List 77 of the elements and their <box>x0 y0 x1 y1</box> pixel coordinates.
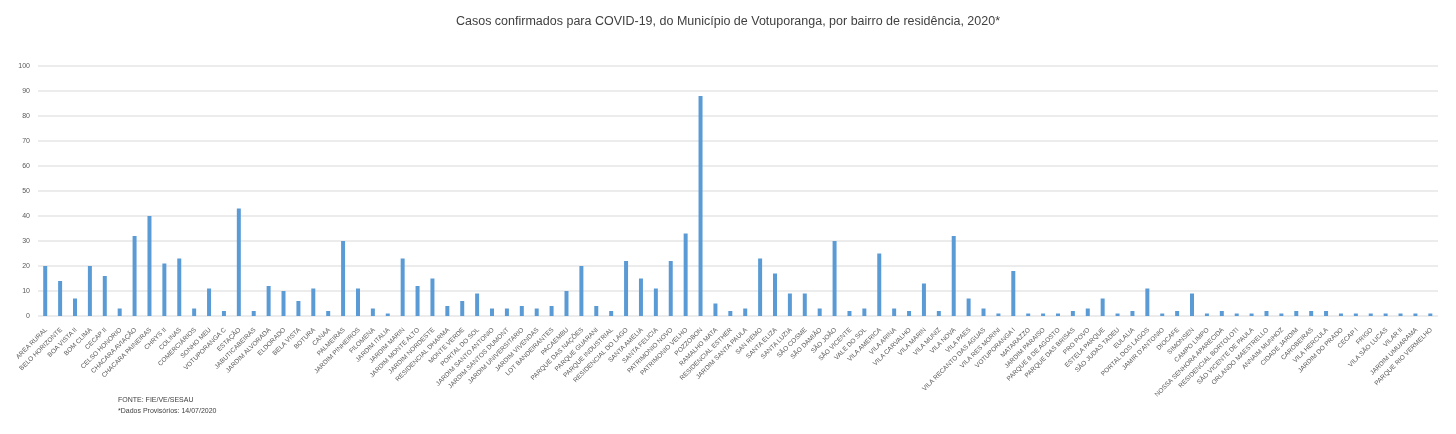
bar <box>326 311 331 316</box>
bar <box>251 311 256 316</box>
bar <box>177 258 182 316</box>
bar <box>1324 311 1329 316</box>
bar <box>832 241 837 316</box>
bar <box>519 306 524 316</box>
bar <box>162 263 167 316</box>
bar <box>668 261 673 316</box>
bar <box>341 241 346 316</box>
bar <box>504 308 509 316</box>
bar <box>1145 288 1150 316</box>
bar <box>58 281 63 316</box>
bar <box>490 308 495 316</box>
bar <box>534 308 539 316</box>
bar <box>951 236 956 316</box>
bar <box>847 311 852 316</box>
bar <box>475 293 480 316</box>
bar <box>549 306 554 316</box>
bar <box>698 96 703 316</box>
bar <box>802 293 807 316</box>
bar <box>862 308 867 316</box>
bar <box>564 291 569 316</box>
bar <box>1070 311 1075 316</box>
bar <box>936 311 941 316</box>
bar <box>743 308 748 316</box>
bar <box>579 266 584 316</box>
bar <box>1294 311 1299 316</box>
bar <box>981 308 986 316</box>
bar <box>921 283 926 316</box>
bar <box>1100 298 1105 316</box>
bar <box>683 233 688 316</box>
bar <box>400 258 405 316</box>
bar <box>1190 293 1195 316</box>
bar <box>281 291 286 316</box>
bar <box>1219 311 1224 316</box>
bar <box>311 288 316 316</box>
bar <box>728 311 733 316</box>
chart-title: Casos confirmados para COVID-19, do Município de Votuporanga, por bairro de residência, 2020* <box>454 13 1002 30</box>
bar <box>266 286 271 316</box>
bar <box>653 288 658 316</box>
bar <box>1130 311 1135 316</box>
bar <box>415 286 420 316</box>
bar <box>624 261 629 316</box>
bar <box>132 236 137 316</box>
bar <box>147 216 152 316</box>
bar <box>609 311 614 316</box>
bar <box>87 266 92 316</box>
bar <box>296 301 301 316</box>
bar <box>877 253 882 316</box>
bar <box>207 288 212 316</box>
bar <box>1309 311 1314 316</box>
bar <box>758 258 763 316</box>
bar <box>430 278 435 316</box>
bar <box>370 308 375 316</box>
bar <box>102 276 107 316</box>
bar <box>892 308 897 316</box>
bar <box>638 278 643 316</box>
bar <box>236 208 241 316</box>
bar <box>43 266 48 316</box>
bar <box>1264 311 1269 316</box>
bar <box>1175 311 1180 316</box>
bar <box>117 308 122 316</box>
bar <box>460 301 465 316</box>
bar <box>594 306 599 316</box>
bar <box>73 298 77 316</box>
bar <box>1085 308 1090 316</box>
bar <box>817 308 822 316</box>
bar <box>192 308 197 316</box>
bar <box>1011 271 1016 316</box>
bar <box>907 311 912 316</box>
bar <box>221 311 226 316</box>
bar <box>713 303 718 316</box>
bar <box>773 273 777 316</box>
bar <box>787 293 792 316</box>
bar <box>966 298 971 316</box>
bar <box>355 288 360 316</box>
bar <box>445 306 450 316</box>
